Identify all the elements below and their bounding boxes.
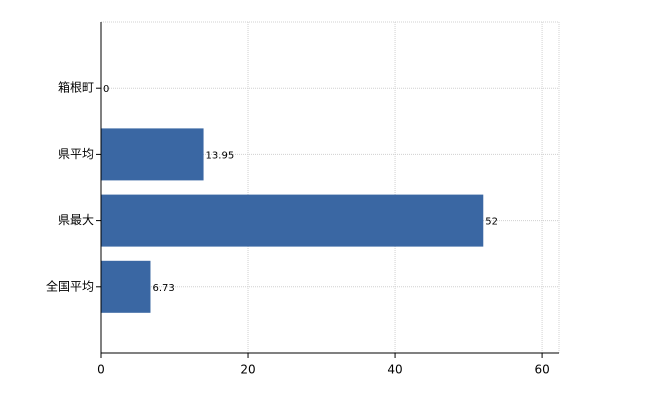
y-tick-label: 県最大 [58,213,94,227]
y-tick-label: 全国平均 [46,278,94,293]
x-tick-label: 0 [97,363,105,377]
y-tick-label: 箱根町 [58,80,94,95]
value-label: 13.95 [206,150,235,161]
value-label: 52 [485,217,498,228]
bar [101,194,484,247]
bar [101,260,151,313]
x-tick-label: 60 [534,363,549,377]
bar [101,128,204,181]
x-tick-label: 20 [240,363,255,377]
y-tick-label: 県平均 [58,147,94,161]
x-tick-label: 40 [387,363,402,377]
value-label: 6.73 [152,283,174,294]
value-label: 0 [103,84,109,95]
